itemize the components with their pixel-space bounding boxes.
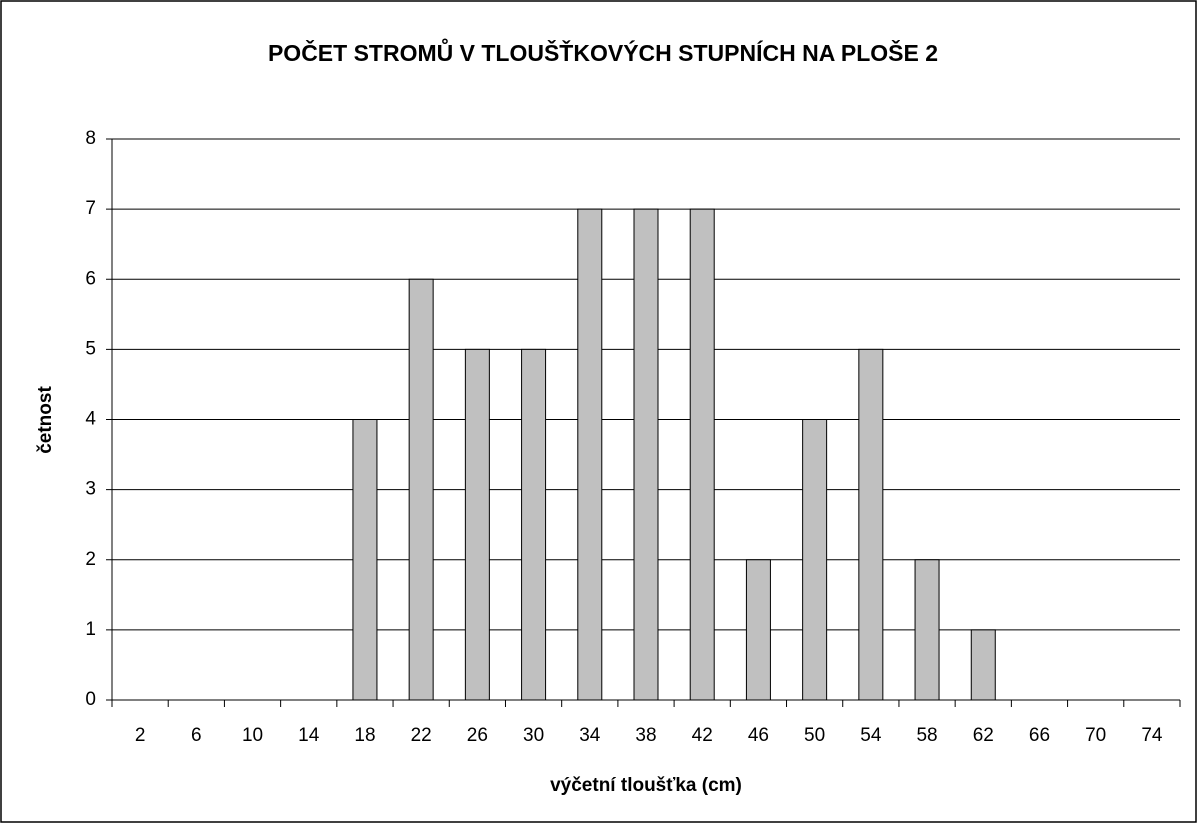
x-tick-label: 6 <box>191 725 202 746</box>
y-tick-label: 6 <box>85 268 96 289</box>
x-tick-label: 34 <box>579 725 601 746</box>
x-tick-label: 46 <box>748 725 769 746</box>
y-tick-label: 2 <box>85 549 96 570</box>
bar <box>745 559 771 701</box>
bar <box>633 208 659 701</box>
bar <box>858 348 884 701</box>
x-tick-label: 42 <box>692 725 713 746</box>
bar <box>914 559 940 701</box>
x-tick-label: 2 <box>135 725 146 746</box>
y-tick-label: 5 <box>85 338 96 359</box>
y-tick-label: 1 <box>85 619 96 640</box>
x-tick-label: 38 <box>635 725 656 746</box>
x-tick-label: 58 <box>916 725 937 746</box>
bar <box>352 419 378 701</box>
x-tick-label: 74 <box>1141 725 1163 746</box>
y-tick-label: 8 <box>85 128 96 149</box>
x-tick-label: 30 <box>523 725 544 746</box>
x-tick-label: 62 <box>973 725 994 746</box>
x-tick-label: 70 <box>1085 725 1106 746</box>
bar <box>408 278 434 701</box>
y-tick-label: 7 <box>85 198 96 219</box>
x-tick-label: 54 <box>860 725 882 746</box>
x-axis-label: výčetní tloušťka (cm) <box>550 775 742 796</box>
y-tick-label: 0 <box>85 689 96 710</box>
chart-title: POČET STROMŮ V TLOUŠŤKOVÝCH STUPNÍCH NA … <box>268 37 938 66</box>
bar <box>970 629 996 701</box>
x-tick-label: 50 <box>804 725 825 746</box>
y-tick-label: 3 <box>85 479 96 500</box>
x-tick-label: 26 <box>467 725 488 746</box>
bar <box>464 348 490 701</box>
x-tick-label: 18 <box>354 725 375 746</box>
x-tick-label: 22 <box>411 725 432 746</box>
x-tick-label: 66 <box>1029 725 1050 746</box>
x-tick-label: 10 <box>242 725 263 746</box>
bar <box>577 208 603 701</box>
bar <box>521 348 547 701</box>
y-tick-label: 4 <box>85 409 96 430</box>
x-tick-label: 14 <box>298 725 320 746</box>
bar <box>689 208 715 701</box>
bar <box>802 419 828 701</box>
y-axis-label: četnost <box>35 386 56 454</box>
